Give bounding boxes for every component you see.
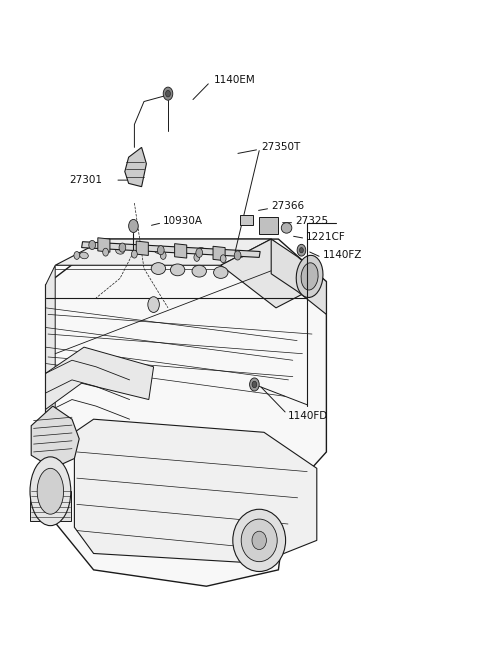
Ellipse shape: [30, 457, 71, 525]
Circle shape: [196, 248, 203, 257]
Circle shape: [129, 219, 138, 233]
Text: 1140FZ: 1140FZ: [323, 250, 362, 261]
Circle shape: [132, 250, 137, 258]
Polygon shape: [30, 491, 71, 521]
Ellipse shape: [252, 531, 266, 550]
Polygon shape: [259, 217, 278, 234]
Ellipse shape: [233, 510, 286, 571]
Ellipse shape: [281, 223, 292, 233]
Circle shape: [300, 248, 303, 253]
Text: 27366: 27366: [271, 201, 304, 212]
Polygon shape: [221, 239, 326, 308]
Ellipse shape: [296, 255, 323, 297]
Polygon shape: [213, 246, 225, 261]
Ellipse shape: [241, 519, 277, 562]
Ellipse shape: [170, 264, 185, 276]
Ellipse shape: [116, 248, 124, 254]
Circle shape: [148, 297, 159, 312]
Ellipse shape: [37, 468, 63, 514]
Text: 10930A: 10930A: [163, 216, 203, 227]
Ellipse shape: [154, 247, 163, 253]
Circle shape: [74, 252, 80, 259]
Ellipse shape: [80, 252, 88, 259]
Polygon shape: [240, 215, 253, 225]
Circle shape: [160, 252, 166, 259]
Circle shape: [103, 248, 108, 256]
Polygon shape: [46, 347, 154, 409]
Polygon shape: [271, 239, 326, 314]
Polygon shape: [98, 238, 110, 252]
Polygon shape: [55, 239, 271, 265]
Circle shape: [119, 243, 126, 252]
Polygon shape: [74, 419, 317, 563]
Polygon shape: [46, 239, 326, 586]
Polygon shape: [125, 147, 146, 187]
Circle shape: [157, 246, 164, 255]
Text: 27325: 27325: [295, 216, 328, 227]
Polygon shape: [175, 244, 187, 258]
Ellipse shape: [192, 265, 206, 277]
Text: 27301: 27301: [70, 175, 103, 185]
Circle shape: [250, 378, 259, 391]
Circle shape: [163, 87, 173, 100]
Polygon shape: [82, 242, 260, 257]
Ellipse shape: [197, 248, 206, 254]
Text: 1221CF: 1221CF: [306, 232, 346, 242]
Polygon shape: [31, 406, 79, 468]
Ellipse shape: [151, 263, 166, 274]
Polygon shape: [46, 265, 55, 511]
Text: 1140EM: 1140EM: [214, 75, 255, 85]
Text: 1140FD: 1140FD: [288, 411, 328, 421]
Ellipse shape: [301, 263, 318, 290]
Circle shape: [297, 244, 306, 256]
Circle shape: [234, 251, 241, 260]
Circle shape: [220, 255, 226, 263]
Circle shape: [166, 90, 170, 97]
Text: 27350T: 27350T: [262, 142, 301, 153]
Polygon shape: [136, 241, 148, 255]
Ellipse shape: [236, 251, 244, 257]
Circle shape: [194, 253, 200, 261]
Circle shape: [89, 240, 96, 250]
Circle shape: [252, 381, 257, 388]
Ellipse shape: [214, 267, 228, 278]
